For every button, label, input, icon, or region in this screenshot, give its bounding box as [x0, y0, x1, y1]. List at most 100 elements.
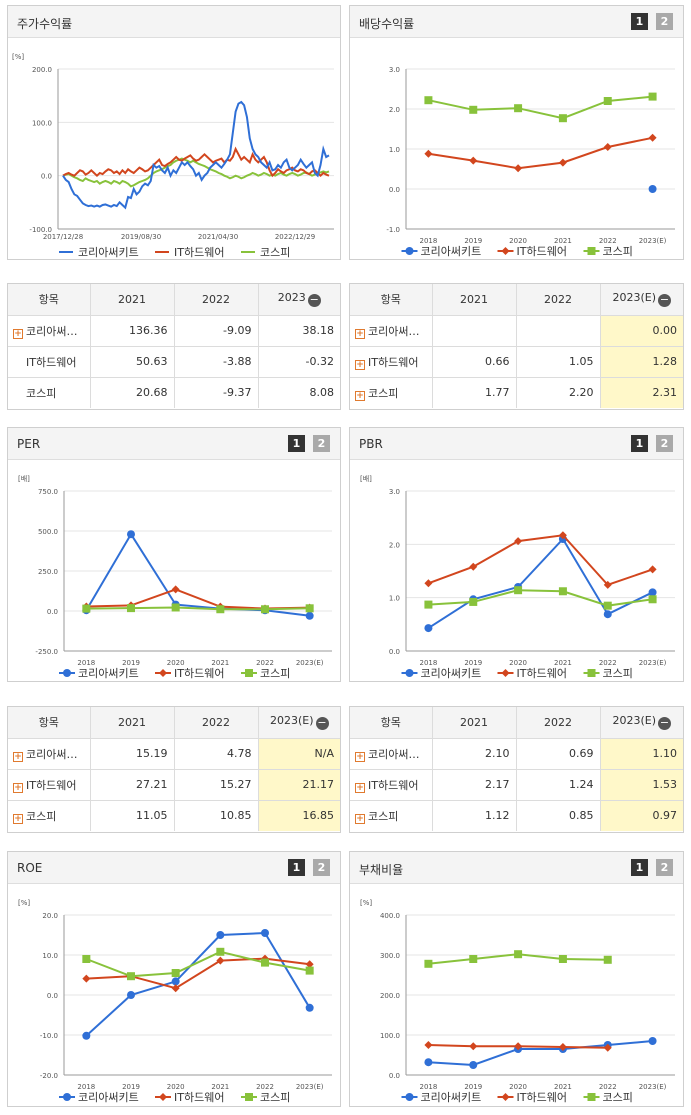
chart-legend: 코리아써키트 IT하드웨어 코스피: [401, 1090, 633, 1104]
row-label: IT하드웨어: [26, 778, 77, 792]
page-2-button[interactable]: 2: [313, 435, 330, 452]
table-cell: 21.17: [257, 768, 340, 801]
pbr-table: 항목 2021 2022 2023(E) − + 코리아써… 2.10 0.69 1.10 + IT하…: [349, 706, 684, 833]
table-header-row: 항목 2021 2022 2023−: [8, 284, 340, 316]
series-1: [424, 1037, 657, 1069]
data-point: [424, 624, 433, 633]
legend-label: IT하드웨어: [174, 666, 224, 680]
data-point: [469, 1061, 478, 1069]
data-point: [216, 947, 225, 956]
x-tick-label: 2020: [167, 1083, 185, 1091]
legend-marker: [159, 1093, 167, 1101]
y-tick-label: 1.0: [389, 595, 400, 603]
data-point: [171, 969, 180, 977]
series-line: [62, 146, 330, 178]
y-tick-label: 200.0: [380, 992, 400, 1000]
row-label-cell: + IT하드웨어: [350, 768, 433, 801]
expand-plus-icon[interactable]: +: [13, 782, 23, 793]
x-tick-label: 2019/08/30: [121, 233, 161, 241]
table-cell: 20.68: [89, 376, 175, 408]
series-1: [82, 929, 314, 1040]
expand-plus-icon[interactable]: +: [355, 328, 365, 339]
data-point: [261, 929, 269, 937]
y-unit-label: [배]: [18, 474, 30, 483]
table-cell: 2.31: [599, 376, 683, 408]
expand-plus-icon[interactable]: +: [355, 782, 365, 793]
collapse-minus-icon[interactable]: −: [315, 716, 329, 731]
data-point: [603, 143, 612, 151]
y-tick-label: 100.0: [32, 119, 52, 127]
table-cell: 2.20: [515, 376, 601, 408]
chart-axes: [배] 3.0 2.0 1.0 0.0: [360, 474, 675, 656]
series-1: [424, 535, 657, 633]
data-point: [82, 604, 91, 613]
expand-plus-icon[interactable]: +: [13, 751, 23, 762]
legend-marker: [159, 669, 167, 677]
table-cell: 50.63: [89, 345, 175, 378]
dividend-yield-chart: 3.0 2.0 1.0 0.0 -1.0 2018 2019 2020 2021 2022 2023…: [386, 66, 675, 258]
page-1-button[interactable]: 1: [631, 435, 648, 452]
x-tick-label: 2019: [464, 659, 482, 667]
y-unit-label: [%]: [360, 899, 372, 907]
page-1-button[interactable]: 1: [631, 13, 648, 30]
x-tick-label: 2020: [509, 1083, 527, 1091]
legend-label: IT하드웨어: [517, 666, 567, 680]
legend-label: IT하드웨어: [174, 245, 224, 259]
table-cell: 1.10: [599, 737, 683, 770]
page-2-button[interactable]: 2: [656, 13, 673, 30]
data-point: [127, 972, 135, 981]
table-cell: 10.85: [173, 799, 259, 831]
row-label-cell: + 코리아써…: [350, 737, 433, 770]
debt-ratio-title: 부채비율: [350, 852, 683, 884]
data-point: [514, 950, 523, 959]
expand-plus-icon[interactable]: +: [13, 813, 23, 824]
legend-label: 코리아써키트: [78, 246, 139, 259]
table-cell: 38.18: [257, 314, 340, 347]
expand-plus-icon[interactable]: +: [355, 813, 365, 824]
chart-legend: 코리아써키트 IT하드웨어 코스피: [401, 244, 633, 258]
table-row: + IT하드웨어 2.17 1.24 1.53: [350, 768, 683, 801]
collapse-minus-icon[interactable]: −: [658, 716, 672, 731]
chart-axes: [%] 200.0 100.0 0.0 -100.0: [12, 53, 334, 234]
series-line: [85, 931, 311, 1037]
x-tick-label: 2023(E): [639, 659, 667, 667]
data-point: [261, 605, 269, 614]
table-cell: N/A: [257, 737, 340, 770]
row-label: 코리아써…: [368, 747, 420, 761]
table-row: + 코리아써… 15.19 4.78 N/A: [8, 737, 340, 770]
data-point: [305, 611, 314, 620]
expand-plus-icon[interactable]: +: [355, 359, 365, 370]
page-2-button[interactable]: 2: [313, 859, 330, 876]
chart-axes: [%] 20.0 10.0 0.0 -10.0 -20.0: [18, 899, 332, 1080]
series-3: [82, 603, 314, 614]
series-3: [424, 950, 612, 968]
page-2-button[interactable]: 2: [656, 435, 673, 452]
data-point: [648, 185, 657, 193]
page-2-button[interactable]: 2: [656, 859, 673, 876]
legend-label: IT하드웨어: [174, 1090, 224, 1104]
legend-label: 코스피: [260, 667, 290, 680]
table-cell: 16.85: [257, 799, 340, 831]
expand-plus-icon[interactable]: +: [13, 328, 23, 339]
legend-label: 코리아써키트: [421, 1091, 482, 1104]
page-1-button[interactable]: 1: [288, 859, 305, 876]
expand-plus-icon[interactable]: +: [355, 390, 365, 401]
row-label: IT하드웨어: [368, 778, 419, 792]
data-point: [648, 1037, 657, 1045]
collapse-minus-icon[interactable]: −: [658, 293, 672, 308]
legend-label: 코스피: [260, 1091, 290, 1104]
y-tick-label: 750.0: [38, 488, 58, 496]
page-1-button[interactable]: 1: [631, 859, 648, 876]
expand-plus-icon[interactable]: +: [355, 751, 365, 762]
table-header-cell: 2021: [89, 707, 175, 739]
data-point: [648, 133, 657, 142]
page-1-button[interactable]: 1: [288, 435, 305, 452]
table-cell: [515, 314, 601, 347]
x-tick-label: 2022: [599, 1083, 617, 1091]
legend-label: 코리아써키트: [421, 667, 482, 680]
table-header-cell: 2023−: [257, 284, 340, 316]
series-line: [427, 537, 654, 629]
collapse-minus-icon[interactable]: −: [307, 293, 321, 308]
legend-marker: [587, 669, 596, 677]
